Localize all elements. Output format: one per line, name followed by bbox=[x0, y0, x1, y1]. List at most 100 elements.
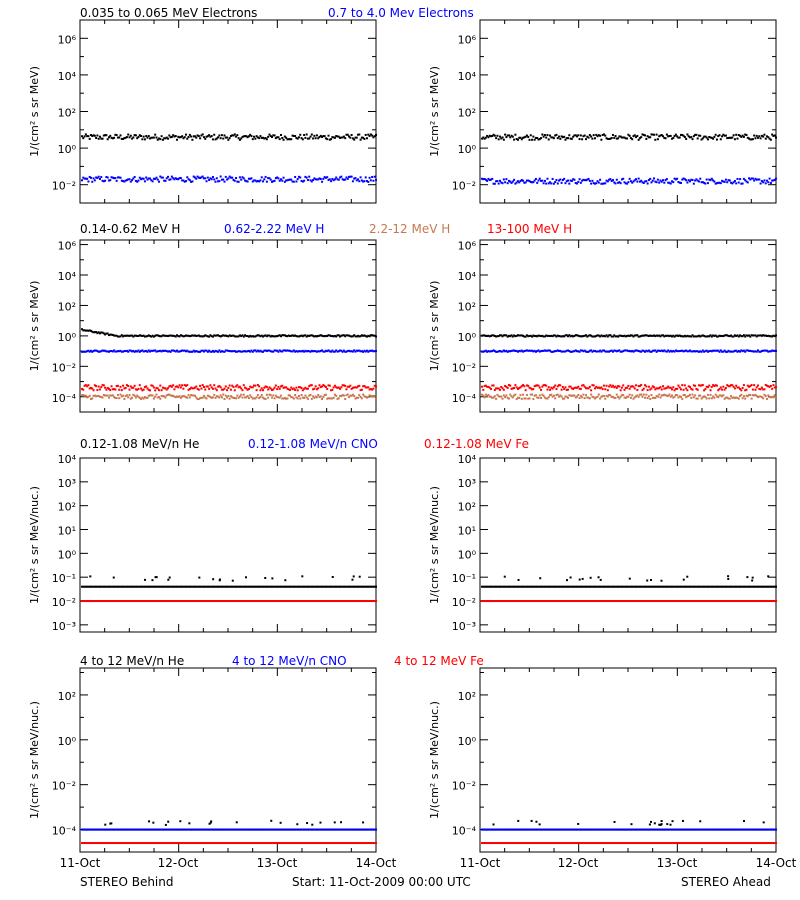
data-point bbox=[196, 134, 199, 137]
data-point bbox=[299, 842, 302, 845]
data-point bbox=[627, 600, 630, 603]
data-point bbox=[504, 334, 507, 337]
data-point bbox=[655, 350, 658, 353]
data-point bbox=[709, 600, 712, 603]
data-point bbox=[111, 828, 114, 831]
data-point bbox=[205, 600, 208, 603]
data-point bbox=[88, 394, 91, 397]
data-point bbox=[766, 384, 769, 387]
data-point bbox=[97, 600, 100, 603]
data-point bbox=[253, 179, 256, 182]
data-point bbox=[178, 600, 181, 603]
data-point bbox=[220, 828, 223, 831]
data-point bbox=[669, 334, 672, 337]
data-point bbox=[283, 334, 286, 337]
data-point bbox=[642, 334, 645, 337]
data-point bbox=[369, 585, 372, 588]
data-point bbox=[276, 828, 279, 831]
data-point bbox=[703, 135, 706, 138]
data-point bbox=[339, 349, 342, 352]
data-point bbox=[262, 350, 265, 353]
data-point bbox=[542, 600, 545, 603]
data-point bbox=[152, 335, 155, 338]
data-point bbox=[721, 600, 724, 603]
data-point bbox=[559, 137, 562, 140]
data-point bbox=[224, 842, 227, 845]
data-point bbox=[718, 394, 721, 397]
data-point bbox=[202, 828, 205, 831]
data-point bbox=[513, 138, 516, 141]
data-point bbox=[767, 600, 770, 603]
data-point bbox=[498, 600, 501, 603]
data-point bbox=[554, 384, 557, 387]
data-point bbox=[674, 334, 677, 337]
data-point bbox=[721, 395, 724, 398]
data-point bbox=[286, 335, 289, 338]
data-point bbox=[559, 349, 562, 352]
data-point bbox=[495, 600, 498, 603]
data-point bbox=[496, 134, 499, 137]
data-point bbox=[324, 137, 327, 140]
data-point bbox=[482, 600, 485, 603]
data-point bbox=[285, 600, 288, 603]
data-point bbox=[269, 387, 272, 390]
data-point bbox=[211, 175, 214, 178]
data-point bbox=[626, 349, 629, 352]
data-point bbox=[614, 585, 617, 588]
data-point bbox=[163, 600, 166, 603]
data-point bbox=[348, 334, 351, 337]
data-point bbox=[599, 600, 602, 603]
data-point bbox=[188, 822, 191, 825]
data-point bbox=[240, 387, 243, 390]
data-point bbox=[229, 134, 232, 137]
data-point bbox=[87, 600, 90, 603]
data-point bbox=[113, 136, 116, 139]
data-point bbox=[305, 842, 308, 845]
data-point bbox=[700, 600, 703, 603]
data-point bbox=[645, 385, 648, 388]
data-point bbox=[311, 823, 314, 826]
data-point bbox=[122, 180, 125, 183]
data-point bbox=[188, 828, 191, 831]
data-point bbox=[510, 349, 513, 352]
data-point bbox=[495, 397, 498, 400]
data-point bbox=[91, 828, 94, 831]
data-point bbox=[156, 396, 159, 399]
data-point bbox=[558, 384, 561, 387]
data-point bbox=[100, 331, 103, 334]
data-point bbox=[250, 842, 253, 845]
legend-entry-3-2: 0.12-1.08 MeV/n CNO bbox=[248, 437, 378, 451]
data-point bbox=[615, 386, 618, 389]
data-point bbox=[179, 820, 182, 823]
data-point bbox=[191, 585, 194, 588]
data-point bbox=[565, 585, 568, 588]
data-point bbox=[728, 600, 731, 603]
data-point bbox=[714, 182, 717, 185]
data-point bbox=[528, 600, 531, 603]
data-point bbox=[692, 384, 695, 387]
data-point bbox=[721, 585, 724, 588]
data-point bbox=[726, 384, 729, 387]
data-point bbox=[649, 334, 652, 337]
data-point bbox=[552, 585, 555, 588]
data-point bbox=[771, 600, 774, 603]
data-point bbox=[667, 334, 670, 337]
data-point bbox=[488, 350, 491, 353]
data-point bbox=[271, 396, 274, 399]
data-point bbox=[241, 334, 244, 337]
data-point bbox=[101, 396, 104, 399]
data-point bbox=[572, 335, 575, 338]
data-point bbox=[614, 396, 617, 399]
data-point bbox=[235, 842, 238, 845]
data-point bbox=[274, 600, 277, 603]
data-point bbox=[744, 600, 747, 603]
data-point bbox=[513, 386, 516, 389]
data-point bbox=[124, 386, 127, 389]
data-point bbox=[190, 350, 193, 353]
data-point bbox=[169, 600, 172, 603]
data-point bbox=[312, 388, 315, 391]
data-point bbox=[98, 178, 101, 181]
data-point bbox=[736, 585, 739, 588]
data-point bbox=[532, 350, 535, 353]
